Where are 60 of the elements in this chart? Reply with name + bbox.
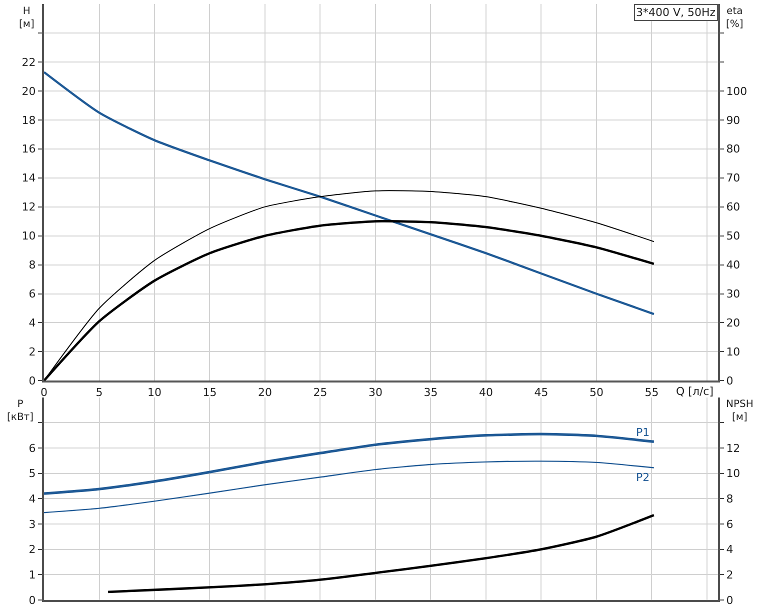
y-tick-label: 14 <box>22 172 36 185</box>
y2-tick-label: 30 <box>726 288 740 301</box>
x-tick-label: 20 <box>258 386 272 399</box>
y2-tick-label: 20 <box>726 316 740 330</box>
y-tick-label: 16 <box>22 142 36 156</box>
y2-tick-label: 0 <box>726 374 734 388</box>
x-axis-title: Q [л/с] <box>676 385 714 398</box>
y-tick-label: 0 <box>28 594 36 607</box>
line-series <box>44 70 656 316</box>
y2-tick-label: 10 <box>726 346 740 359</box>
y2-tick-label: 70 <box>726 172 740 185</box>
y-tick-label: 2 <box>28 346 36 359</box>
y-tick-label: 4 <box>28 492 36 506</box>
y2-tick-label: 90 <box>726 114 740 127</box>
x-tick-label: 55 <box>644 386 659 399</box>
line-series <box>106 514 656 594</box>
x-tick-label: 40 <box>478 386 493 399</box>
y-tick-label: 22 <box>22 56 36 69</box>
y2-tick-label: 40 <box>726 258 740 272</box>
series-label: P2 <box>636 471 650 484</box>
y-tick-label: 5 <box>28 467 36 480</box>
x-tick-label: 15 <box>202 386 217 399</box>
y2-tick-label: 8 <box>726 492 734 506</box>
y2-axis-title: NPSH [м] <box>726 399 754 423</box>
line-series <box>44 460 655 514</box>
y2-tick-label: 0 <box>726 594 734 607</box>
y2-tick-label: 50 <box>726 230 740 243</box>
x-tick-label: 0 <box>40 386 48 399</box>
y2-tick-label: 4 <box>726 543 734 556</box>
x-tick-label: 10 <box>147 386 162 399</box>
y-tick-label: 0 <box>28 374 36 388</box>
y2-tick-label: 60 <box>726 200 740 214</box>
y2-axis-title: eta [%] <box>726 6 744 30</box>
y-tick-label: 18 <box>22 114 36 127</box>
y2-tick-label: 80 <box>726 142 740 156</box>
y-tick-label: 4 <box>28 316 36 330</box>
y-tick-label: 12 <box>22 200 36 214</box>
y-tick-label: 3 <box>28 518 36 531</box>
x-tick-label: 35 <box>424 386 438 399</box>
series-label: P1 <box>636 426 650 439</box>
y-axis-title: H [м] <box>19 6 34 30</box>
y2-tick-label: 100 <box>726 84 748 98</box>
y-tick-label: 6 <box>28 288 36 301</box>
y-tick-label: 10 <box>22 230 36 243</box>
annotation: 3*400 V, 50Hz <box>636 6 716 19</box>
y2-tick-label: 12 <box>726 442 740 455</box>
y2-tick-label: 2 <box>726 568 734 582</box>
y-tick-label: 8 <box>28 258 36 272</box>
y2-tick-label: 10 <box>726 467 740 480</box>
x-tick-label: 5 <box>96 386 103 399</box>
y2-tick-label: 6 <box>726 518 734 531</box>
y-tick-label: 1 <box>28 568 36 582</box>
y-tick-label: 6 <box>28 442 36 455</box>
y-tick-label: 2 <box>28 543 36 556</box>
x-tick-label: 30 <box>368 386 382 399</box>
y-tick-label: 20 <box>22 84 36 98</box>
x-tick-label: 45 <box>534 386 548 399</box>
y-axis-title: P [кВт] <box>7 399 34 423</box>
x-tick-label: 50 <box>589 386 604 399</box>
x-tick-label: 25 <box>313 386 328 399</box>
